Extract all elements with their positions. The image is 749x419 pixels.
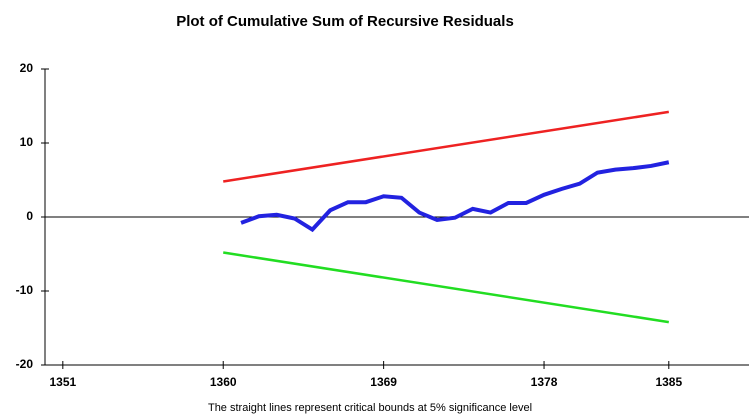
y-tick-label: 20 bbox=[20, 61, 34, 75]
y-tick-label: 10 bbox=[20, 135, 34, 149]
x-tick-label: 1369 bbox=[370, 375, 397, 389]
chart: Plot of Cumulative Sum of Recursive Resi… bbox=[0, 0, 749, 419]
series-line bbox=[241, 162, 669, 229]
x-tick-label: 1360 bbox=[210, 375, 237, 389]
x-tick-label: 1378 bbox=[531, 375, 558, 389]
footnote: The straight lines represent critical bo… bbox=[208, 402, 532, 414]
series-line bbox=[223, 253, 669, 323]
y-tick-label: -10 bbox=[16, 283, 34, 297]
y-tick-label: 0 bbox=[26, 209, 33, 223]
x-tick-label: 1385 bbox=[655, 375, 682, 389]
y-tick-label: -20 bbox=[16, 357, 34, 371]
chart-title: Plot of Cumulative Sum of Recursive Resi… bbox=[176, 13, 514, 30]
x-tick-label: 1351 bbox=[49, 375, 76, 389]
